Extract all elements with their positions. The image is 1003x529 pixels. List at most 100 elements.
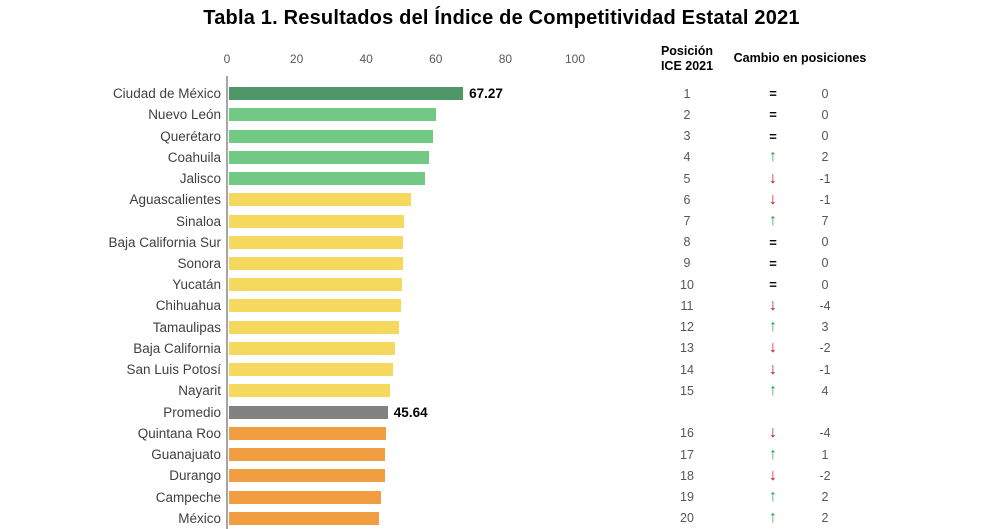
equal-icon: = [769, 128, 777, 144]
bar-track [227, 317, 575, 338]
table-row: Durango 18 ↓ -2 [0, 465, 1003, 486]
score-bar [229, 256, 403, 270]
change-value: -1 [819, 192, 831, 207]
change-value: -2 [819, 341, 831, 356]
state-label: Coahuila [167, 149, 221, 165]
bar-track [227, 359, 575, 380]
score-bar [229, 426, 386, 440]
x-axis-ticks: 0 20 40 60 80 100 [224, 52, 585, 68]
score-bar [229, 278, 402, 292]
bar-track [227, 508, 575, 529]
table-row: Chihuahua 11 ↓ -4 [0, 295, 1003, 316]
bar-track [227, 423, 575, 444]
bar-track [227, 380, 575, 401]
equal-icon: = [769, 277, 777, 293]
arrow-up-icon: ↑ [769, 488, 777, 506]
score-bar [229, 108, 437, 122]
x-axis-tick-label: 0 [223, 52, 231, 66]
table-row: San Luis Potosí 14 ↓ -1 [0, 359, 1003, 380]
position-value: 16 [680, 426, 694, 441]
score-bar [229, 384, 391, 398]
score-bar [229, 511, 379, 525]
bar-track [227, 295, 575, 316]
score-bar [229, 214, 405, 228]
bar-track [227, 125, 575, 146]
position-header-line1: Posición [660, 44, 714, 58]
arrow-down-icon: ↓ [769, 424, 777, 442]
change-value: 0 [821, 256, 829, 271]
table-row: Baja California 13 ↓ -2 [0, 338, 1003, 359]
change-value: -4 [819, 426, 831, 441]
state-label: México [178, 510, 221, 526]
change-value: 2 [821, 511, 829, 526]
bar-track [227, 210, 575, 231]
score-bar [229, 405, 388, 419]
bar-track [227, 486, 575, 507]
equal-icon: = [769, 255, 777, 271]
arrow-up-icon: ↑ [769, 148, 777, 166]
x-axis-tick-label: 40 [359, 52, 373, 66]
score-value-label: 67.27 [469, 86, 503, 102]
state-label: Baja California Sur [108, 234, 221, 250]
bar-track [227, 189, 575, 210]
arrow-up-icon: ↑ [769, 445, 777, 463]
table-row: Nayarit 15 ↑ 4 [0, 380, 1003, 401]
bar-track [227, 147, 575, 168]
x-axis-tick-label: 20 [289, 52, 304, 66]
bar-track [227, 274, 575, 295]
score-bar [229, 150, 429, 164]
table-row: Tamaulipas 12 ↑ 3 [0, 317, 1003, 338]
table-row: Sonora 9 = 0 [0, 253, 1003, 274]
score-bar [229, 193, 411, 207]
state-label: Quintana Roo [137, 425, 221, 441]
x-axis-tick-label: 100 [564, 52, 586, 66]
state-label: Baja California [133, 340, 221, 356]
bar-track [227, 338, 575, 359]
position-value: 7 [683, 214, 691, 229]
state-label: Jalisco [179, 171, 221, 187]
table-row: México 20 ↑ 2 [0, 508, 1003, 529]
change-value: 3 [821, 320, 829, 335]
table-row: Querétaro 3 = 0 [0, 125, 1003, 146]
table-row: Ciudad de México 67.27 1 = 0 [0, 83, 1003, 104]
bar-track [227, 232, 575, 253]
x-axis-tick-label: 80 [498, 52, 513, 66]
state-label: Aguascalientes [129, 192, 221, 208]
score-value-label: 45.64 [393, 404, 428, 420]
position-column-header: Posición ICE 2021 [622, 44, 752, 74]
state-label: Nuevo León [148, 107, 221, 123]
position-value: 8 [683, 235, 691, 250]
change-value: -2 [819, 468, 831, 483]
score-bar [229, 87, 464, 101]
position-value: 5 [683, 171, 691, 186]
position-value: 11 [680, 298, 694, 313]
equal-icon: = [769, 107, 777, 123]
table-row: Campeche 19 ↑ 2 [0, 486, 1003, 507]
bar-track [227, 444, 575, 465]
bar-track [227, 465, 575, 486]
table-row: Baja California Sur 8 = 0 [0, 232, 1003, 253]
score-bar [229, 341, 395, 355]
position-value: 1 [683, 86, 691, 101]
change-value: -1 [819, 171, 831, 186]
change-value: 0 [821, 129, 829, 144]
table-row: Jalisco 5 ↓ -1 [0, 168, 1003, 189]
arrow-up-icon: ↑ [769, 381, 777, 399]
arrow-up-icon: ↑ [769, 212, 777, 230]
state-label: Yucatán [172, 277, 221, 293]
bar-track [227, 168, 575, 189]
score-bar [229, 172, 425, 186]
state-label: Chihuahua [155, 298, 221, 314]
change-column-header: Cambio en posiciones [733, 51, 867, 65]
state-label: Nayarit [178, 383, 221, 399]
x-axis-tick-label: 60 [429, 52, 443, 66]
arrow-down-icon: ↓ [769, 169, 777, 187]
table-row: Coahuila 4 ↑ 2 [0, 147, 1003, 168]
equal-icon: = [769, 86, 777, 102]
change-value: 0 [821, 86, 829, 101]
arrow-down-icon: ↓ [769, 190, 777, 208]
score-bar [229, 299, 401, 313]
bar-track [227, 253, 575, 274]
score-bar [229, 320, 399, 334]
position-value: 19 [680, 490, 694, 505]
